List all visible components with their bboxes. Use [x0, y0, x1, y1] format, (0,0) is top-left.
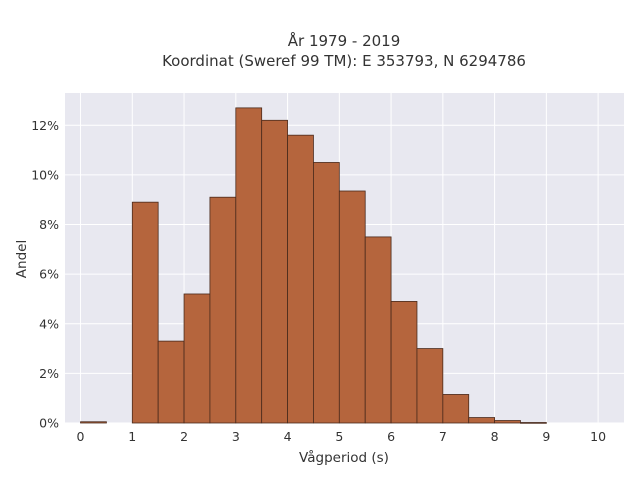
- x-tick-label: 9: [542, 429, 550, 444]
- x-axis-label: Vågperiod (s): [299, 449, 389, 466]
- histogram-bar: [209, 196, 237, 424]
- x-tick-label: 2: [180, 429, 188, 444]
- y-tick-label: 2%: [39, 366, 59, 381]
- y-tick-label: 12%: [31, 118, 59, 133]
- histogram-bar: [338, 190, 366, 424]
- y-axis-label: Andel: [14, 240, 30, 278]
- y-tick-label: 4%: [39, 316, 59, 331]
- histogram-bar: [131, 201, 159, 424]
- histogram-bar: [390, 301, 418, 424]
- y-tick-label: 0%: [39, 416, 59, 431]
- y-tick-label: 8%: [39, 217, 59, 232]
- histogram-bar: [442, 394, 470, 424]
- histogram-bar: [261, 119, 288, 424]
- histogram-bar: [364, 236, 392, 424]
- bars: [80, 107, 547, 424]
- x-tick-label: 4: [284, 429, 292, 444]
- histogram-bar: [313, 162, 340, 424]
- histogram-bar: [80, 421, 107, 424]
- histogram-bar: [287, 134, 314, 424]
- x-tick-label: 8: [491, 429, 499, 444]
- x-tick-label: 0: [77, 429, 85, 444]
- x-tick-label: 1: [128, 429, 136, 444]
- histogram-bar: [183, 293, 211, 424]
- x-tick-label: 5: [335, 429, 343, 444]
- chart-subtitle: Koordinat (Sweref 99 TM): E 353793, N 62…: [162, 52, 526, 70]
- x-tick-label: 3: [232, 429, 240, 444]
- y-tick-label: 6%: [39, 267, 59, 282]
- histogram-bar: [494, 420, 521, 424]
- y-tick-label: 10%: [31, 167, 59, 182]
- x-tick-label: 10: [590, 429, 606, 444]
- histogram-bar: [416, 348, 444, 424]
- x-tick-label: 7: [439, 429, 447, 444]
- x-tick-label: 6: [387, 429, 395, 444]
- histogram-bar: [520, 422, 547, 424]
- x-tick-labels: 0 1 2 3 4 5 6 7 8 9 10: [77, 429, 607, 444]
- histogram-bar: [157, 340, 185, 424]
- histogram-bar: [235, 107, 263, 424]
- chart-title: År 1979 - 2019: [288, 31, 401, 50]
- histogram-bar: [468, 417, 496, 424]
- y-tick-labels: 0% 2% 4% 6% 8% 10% 12%: [31, 118, 59, 431]
